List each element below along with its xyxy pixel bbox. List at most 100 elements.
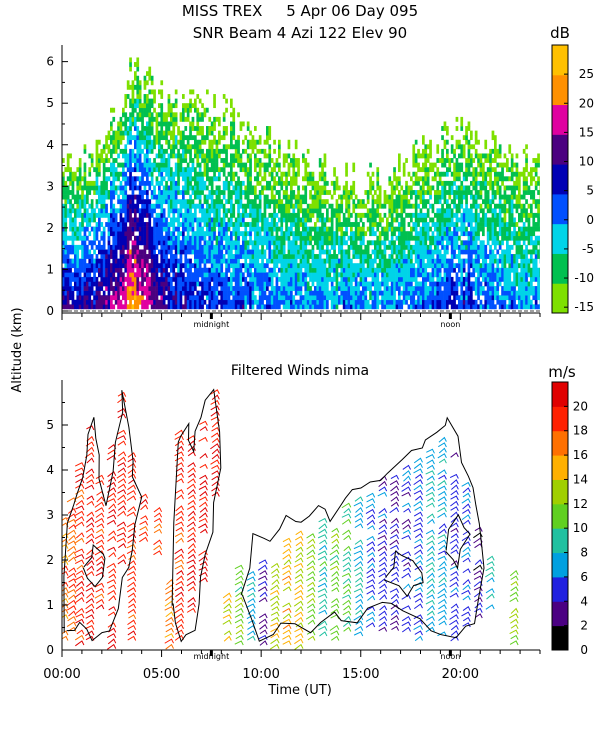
snr-cell — [282, 304, 286, 310]
snr-cell — [405, 203, 408, 209]
snr-cell — [450, 180, 454, 186]
snr-cell — [422, 254, 425, 259]
snr-cell — [136, 286, 140, 291]
snr-cell — [318, 190, 322, 195]
snr-cell — [455, 139, 459, 145]
snr-cell — [105, 176, 108, 182]
snr-cell — [261, 295, 264, 301]
snr-cell — [110, 272, 113, 278]
snr-cell — [69, 276, 72, 282]
snr-cell — [292, 272, 296, 278]
snr-cell — [112, 116, 116, 122]
snr-cell — [182, 272, 185, 278]
snr-cell — [318, 295, 322, 301]
snr-cell — [184, 185, 188, 191]
snr-cell — [110, 304, 113, 310]
snr-cell — [258, 148, 262, 154]
snr-cell — [239, 276, 243, 282]
snr-cell — [136, 217, 140, 223]
snr-cell — [174, 226, 178, 232]
snr-cell — [333, 240, 336, 246]
snr-cell — [170, 249, 173, 255]
snr-cell — [86, 299, 89, 305]
snr-cell — [227, 222, 231, 227]
snr-cell — [438, 249, 442, 255]
snr-cell — [172, 126, 176, 131]
snr-cell — [318, 212, 322, 218]
snr-cell — [93, 281, 96, 287]
snr-cell — [460, 295, 464, 301]
snr-cell — [215, 176, 219, 182]
snr-cell — [419, 254, 423, 259]
snr-cell — [342, 194, 346, 200]
snr-cell — [254, 199, 257, 205]
snr-cell — [390, 203, 394, 209]
snr-cell — [179, 272, 183, 278]
snr-cell — [299, 299, 303, 305]
snr-cell — [138, 194, 142, 200]
snr-cell — [256, 208, 260, 214]
snr-cell — [436, 171, 440, 177]
snr-cell — [287, 258, 291, 264]
snr-cell — [335, 290, 339, 296]
snr-cell — [299, 240, 303, 246]
snr-cell — [282, 153, 286, 159]
snr-cell — [189, 171, 192, 177]
snr-cell — [234, 304, 238, 310]
snr-cell — [386, 244, 389, 250]
snr-cell — [304, 304, 308, 310]
snr-cell — [393, 203, 396, 209]
snr-cell — [138, 116, 142, 122]
snr-cell — [165, 158, 168, 163]
snr-cell — [86, 254, 89, 259]
snr-cell — [266, 185, 269, 191]
snr-cell — [359, 249, 363, 255]
snr-cell — [143, 84, 147, 90]
snr-cell — [388, 272, 392, 278]
snr-cell — [88, 281, 92, 287]
snr-cell — [436, 148, 440, 154]
snr-cell — [352, 231, 356, 237]
snr-cell — [198, 199, 202, 205]
snr-cell — [189, 121, 192, 127]
snr-cell — [155, 130, 159, 136]
snr-cell — [390, 222, 394, 227]
snr-cell — [350, 267, 353, 273]
snr-cell — [246, 194, 250, 200]
snr-cell — [102, 240, 106, 246]
snr-cell — [177, 290, 180, 296]
snr-cell — [429, 276, 432, 282]
snr-cell — [374, 208, 377, 214]
snr-cell — [333, 167, 336, 173]
snr-cell — [83, 171, 87, 177]
snr-cell — [74, 222, 77, 227]
snr-cell — [335, 203, 339, 209]
snr-cell — [275, 295, 279, 301]
snr-cell — [311, 258, 315, 264]
snr-cell — [232, 121, 236, 127]
snr-cell — [438, 235, 442, 241]
snr-cell — [90, 263, 94, 269]
snr-cell — [309, 240, 312, 246]
snr-cell — [352, 162, 356, 168]
snr-cell — [170, 286, 173, 291]
snr-cell — [126, 263, 130, 269]
snr-cell — [102, 185, 106, 191]
snr-cell — [424, 240, 428, 246]
snr-cell — [347, 190, 351, 195]
snr-cell — [191, 116, 195, 122]
snr-cell — [210, 130, 214, 136]
snr-cell — [182, 203, 185, 209]
snr-cell — [429, 281, 432, 287]
snr-cell — [302, 231, 305, 237]
snr-cell — [153, 208, 156, 214]
snr-cell — [71, 203, 75, 209]
snr-cell — [374, 281, 377, 287]
snr-cell — [246, 290, 250, 296]
snr-cell — [129, 295, 132, 301]
snr-cell — [275, 286, 279, 291]
snr-cell — [162, 295, 166, 301]
snr-cell — [338, 212, 341, 218]
snr-cell — [232, 158, 236, 163]
snr-cell — [138, 286, 142, 291]
